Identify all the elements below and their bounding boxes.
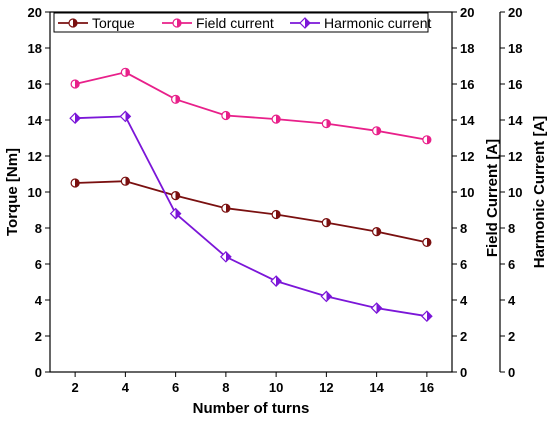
torque-point [221, 203, 231, 213]
harmonic-axis-tick-label: 10 [508, 185, 522, 200]
torque-axis-tick-label: 8 [35, 221, 42, 236]
torque-axis-tick-label: 10 [28, 185, 42, 200]
harmonic-axis-tick-label: 12 [508, 149, 522, 164]
field-current-axis-tick-label: 10 [460, 185, 474, 200]
torque-axis-tick-label: 0 [35, 365, 42, 380]
harmonic-axis-tick-label: 20 [508, 5, 522, 20]
torque-legend-label: Torque [92, 15, 135, 31]
harmonic-current-point [320, 290, 333, 303]
torque-point [120, 176, 130, 186]
harmonic-axis-tick-label: 14 [508, 113, 523, 128]
field-current-point [321, 118, 331, 129]
torque-point [271, 209, 281, 220]
torque-axis-tick-label: 12 [28, 149, 42, 164]
harmonic-axis-tick-label: 18 [508, 41, 522, 56]
field-current-axis-tick-label: 18 [460, 41, 474, 56]
torque-axis-tick-label: 2 [35, 329, 42, 344]
torque-legend-marker [68, 18, 78, 28]
torque-point [70, 178, 80, 188]
harmonic-axis-tick-label: 4 [508, 293, 516, 308]
field-current-axis-tick-label: 20 [460, 5, 474, 20]
field-current-point [120, 67, 130, 77]
x-tick-label: 16 [420, 380, 434, 395]
field-current-axis-tick-label: 14 [460, 113, 475, 128]
harmonic-current-legend-label: Harmonic current [324, 15, 431, 31]
torque-point [372, 227, 382, 237]
x-tick-label: 10 [269, 380, 283, 395]
field-current-axis-title: Field Current [A] [484, 139, 501, 257]
field-current-point [422, 135, 432, 145]
field-current-axis-tick-label: 0 [460, 365, 467, 380]
field-current-point [221, 110, 231, 121]
harmonic-current-point [69, 112, 81, 125]
harmonic-current-point [169, 207, 182, 220]
harmonic-current-series-line [75, 115, 428, 318]
legend: Torque Field current Harmonic current [53, 12, 431, 33]
field-current-series-line [74, 71, 428, 141]
harmonic-axis-tick-label: 16 [508, 77, 522, 92]
torque-axis-title: Torque [Nm] [4, 148, 21, 236]
torque-axis-tick-label: 16 [28, 77, 42, 92]
x-tick-label: 12 [319, 380, 333, 395]
plot-border [49, 11, 453, 373]
harmonic-current-point [119, 110, 132, 123]
plot-frame [49, 11, 501, 373]
field-current-axis-tick-label: 12 [460, 149, 474, 164]
x-axis-title: Number of turns [193, 400, 310, 417]
field-current-legend-label: Field current [196, 15, 274, 31]
torque-point [171, 191, 181, 201]
torque-series-line [75, 180, 428, 244]
legend-box [53, 12, 429, 33]
field-current-axis-tick-label: 16 [460, 77, 474, 92]
x-tick-label: 4 [122, 380, 130, 395]
field-current-point [372, 126, 382, 136]
harmonic-current-axis-title: Harmonic Current [A] [531, 116, 548, 269]
x-tick-label: 14 [369, 380, 384, 395]
torque-axis-tick-label: 14 [28, 113, 43, 128]
harmonic-current-point [421, 310, 433, 323]
field-current-point [171, 94, 181, 104]
x-tick-label: 6 [172, 380, 179, 395]
harmonic-axis-tick-label: 6 [508, 257, 515, 272]
field-current-axis-tick-label: 4 [460, 293, 468, 308]
torque-axis-tick-label: 6 [35, 257, 42, 272]
x-tick-label: 8 [222, 380, 229, 395]
torque-axis-tick-label: 18 [28, 41, 42, 56]
field-current-point [271, 114, 281, 124]
harmonic-current-point [370, 302, 383, 314]
tick-layer: 2 4 6 8 10 12 14 16 0 0 0 2 2 2 4 4 4 6 6 6 8 8 8 10 10 10 12 12 12 1… [28, 5, 524, 395]
harmonic-current-point [270, 275, 282, 287]
harmonic-axis-tick-label: 2 [508, 329, 515, 344]
field-current-axis-tick-label: 8 [460, 221, 467, 236]
harmonic-current-legend-marker [299, 17, 311, 29]
harmonic-axis-tick-label: 0 [508, 365, 515, 380]
field-current-axis-tick-label: 2 [460, 329, 467, 344]
field-current-point [70, 79, 80, 89]
torque-axis-tick-label: 20 [28, 5, 42, 20]
field-current-legend-marker [172, 18, 182, 28]
torque-point [422, 237, 432, 247]
torque-axis-tick-label: 4 [35, 293, 43, 308]
field-current-axis-tick-label: 6 [460, 257, 467, 272]
x-tick-label: 2 [72, 380, 79, 395]
harmonic-axis-tick-label: 8 [508, 221, 515, 236]
harmonic-current-point [220, 250, 232, 263]
torque-point [321, 218, 331, 228]
series-layer [69, 67, 433, 323]
